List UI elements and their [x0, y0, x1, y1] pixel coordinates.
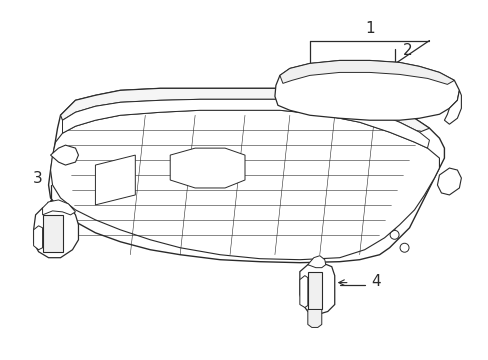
Polygon shape [299, 263, 334, 315]
Polygon shape [307, 256, 325, 268]
Polygon shape [42, 200, 75, 215]
Polygon shape [274, 60, 458, 120]
Polygon shape [34, 205, 78, 258]
Polygon shape [50, 145, 78, 165]
Polygon shape [48, 88, 444, 263]
Polygon shape [61, 88, 428, 132]
Polygon shape [34, 226, 42, 250]
Polygon shape [42, 215, 62, 252]
Polygon shape [307, 272, 321, 310]
Polygon shape [444, 90, 461, 124]
Polygon shape [279, 60, 453, 84]
Text: 4: 4 [371, 274, 381, 289]
Polygon shape [307, 310, 321, 328]
Polygon shape [62, 99, 428, 148]
Polygon shape [170, 148, 244, 188]
Polygon shape [299, 276, 307, 307]
Polygon shape [95, 155, 135, 205]
Polygon shape [50, 110, 439, 260]
Text: 2: 2 [402, 43, 411, 58]
Text: 1: 1 [364, 21, 374, 36]
Polygon shape [437, 168, 461, 195]
Text: 3: 3 [33, 171, 42, 185]
